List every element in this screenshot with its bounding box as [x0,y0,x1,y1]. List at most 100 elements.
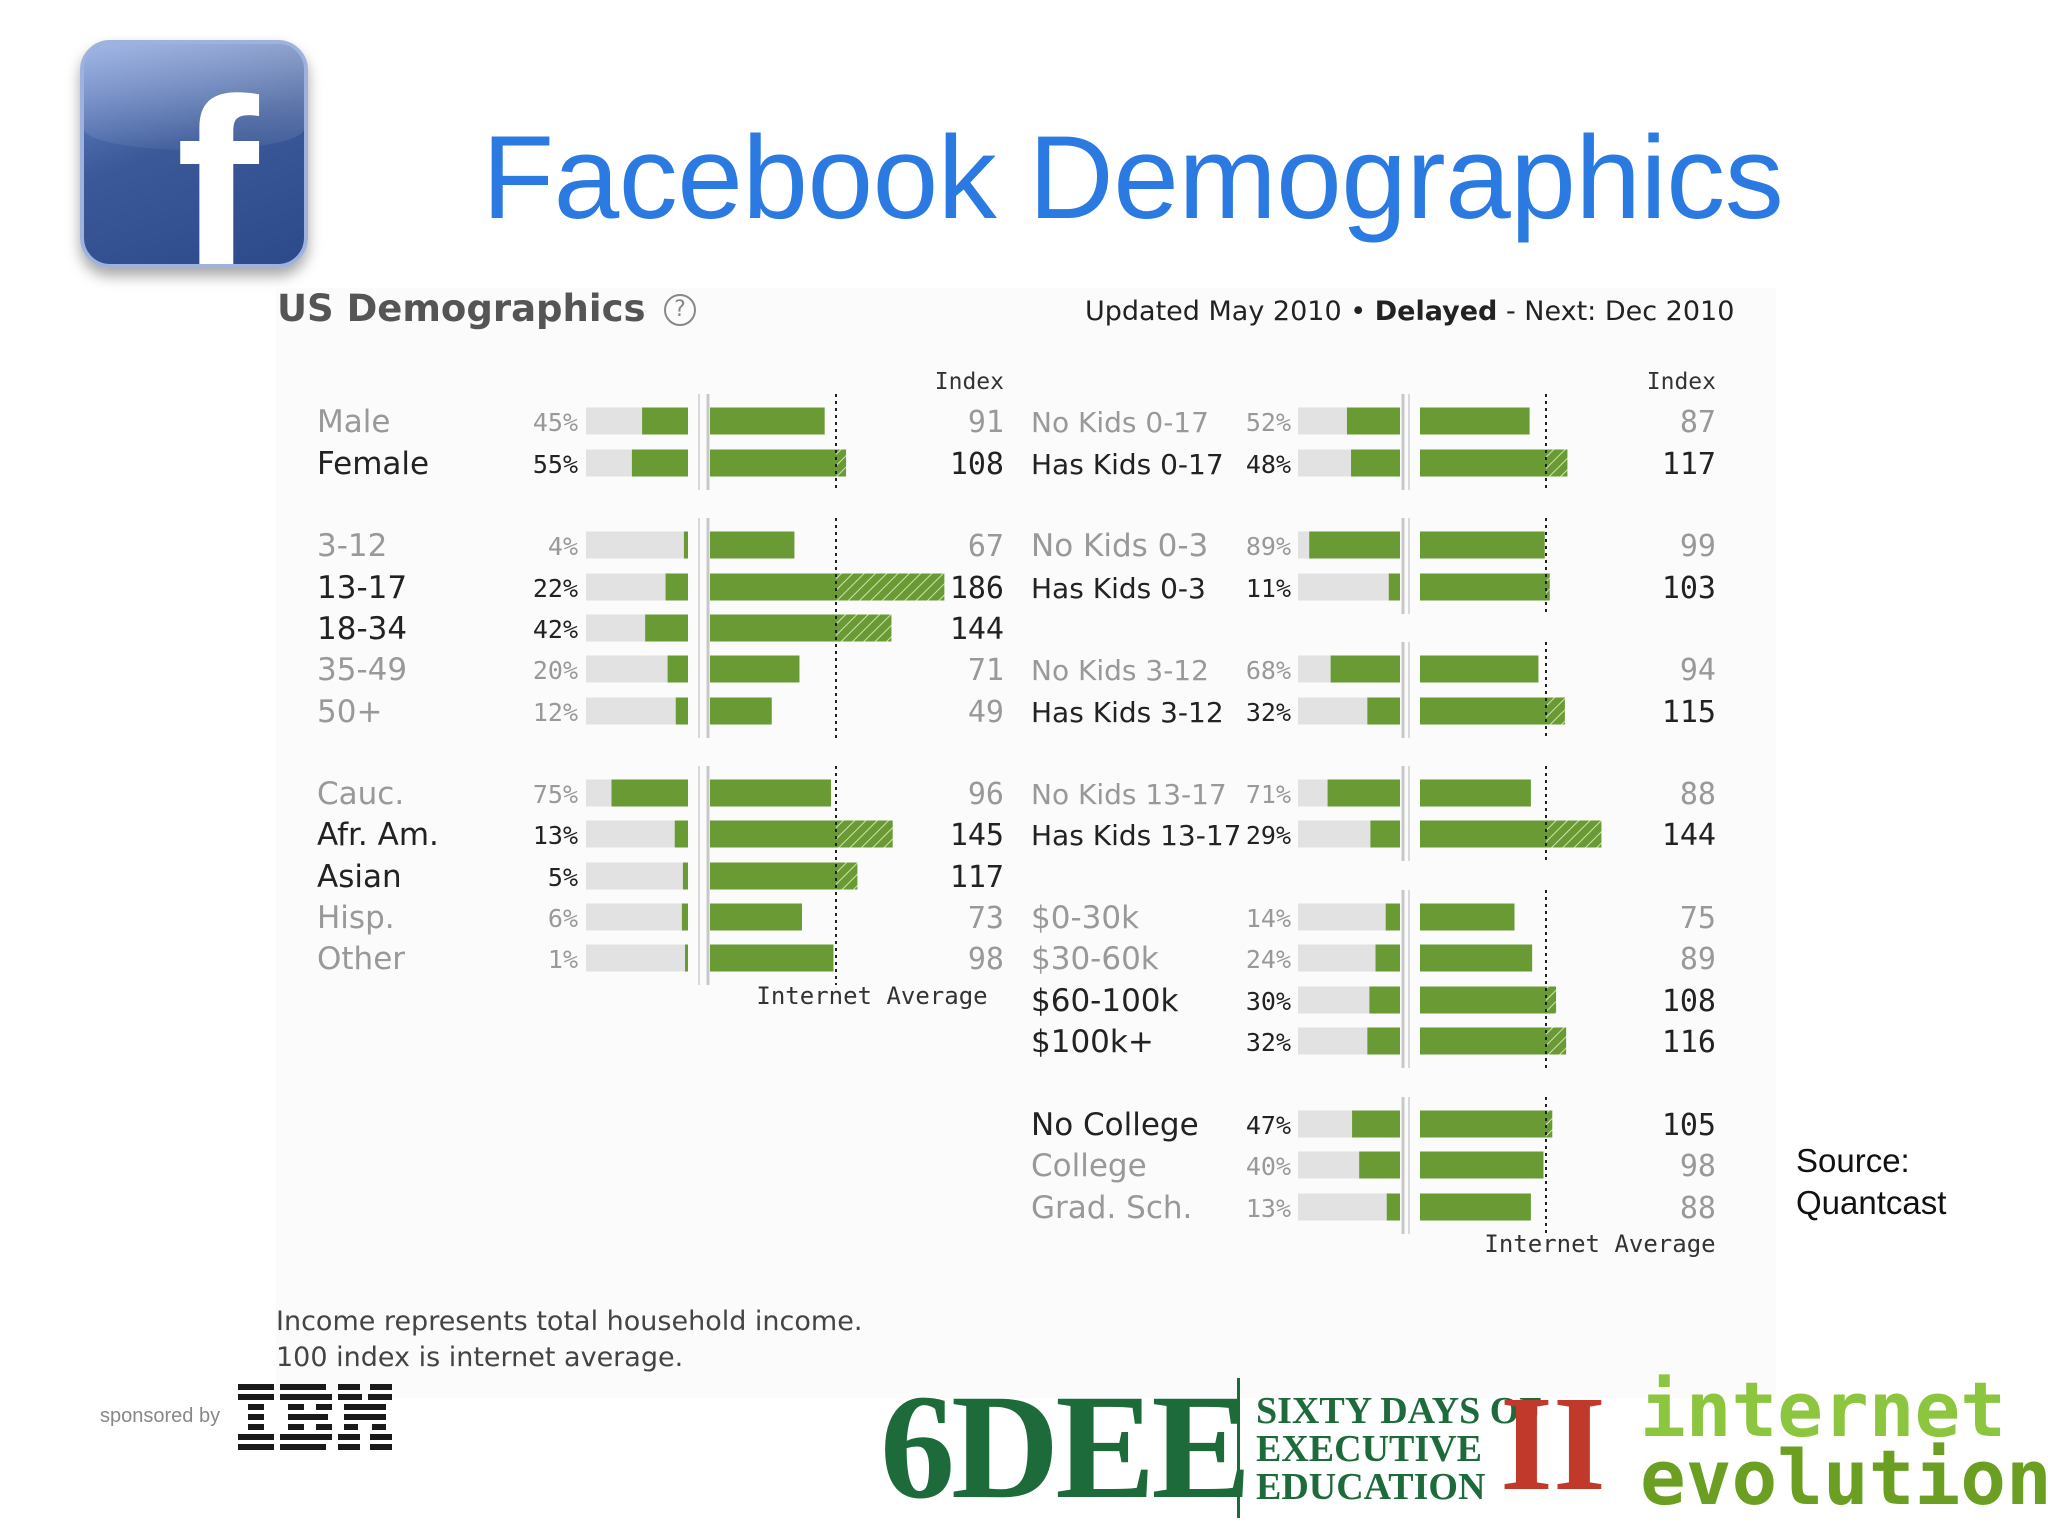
index-value: 117 [1662,447,1716,482]
row-label: Afr. Am. [317,817,439,853]
index-bar-over-average [836,820,893,848]
index-bar [710,655,800,683]
composition-bar [1367,697,1400,725]
row-label: $60-100k [1031,983,1179,1019]
sponsored-by-label: sponsored by [100,1405,221,1427]
pct-label: 55% [533,450,578,479]
composition-bar [1346,407,1400,435]
composition-bar [1375,944,1400,972]
sixdee-divider [1237,1378,1240,1518]
row-label: Has Kids 0-17 [1031,448,1224,481]
row-label: 50+ [317,694,382,730]
row-label: Female [317,446,429,482]
pct-label: 52% [1246,408,1291,437]
index-value: 87 [1680,405,1716,440]
internet-average-label: Internet Average [1484,1230,1715,1258]
composition-bar [1309,531,1400,559]
index-value: 94 [1680,653,1716,688]
index-bar [710,820,836,848]
row-label: Other [317,941,405,977]
source-note: Source: Quantcast [1796,1140,1946,1224]
index-value: 88 [1680,1191,1716,1226]
composition-bar [1351,449,1400,477]
facebook-logo-letter: f [176,47,259,268]
row-label: 35-49 [317,652,407,688]
internet-average-label: Internet Average [756,982,987,1010]
composition-track [586,697,688,725]
index-value: 73 [968,901,1004,936]
index-value: 91 [968,405,1004,440]
index-value: 89 [1680,942,1716,977]
row-label: Cauc. [317,776,404,812]
pct-label: 1% [548,945,578,974]
composition-bar [1388,573,1400,601]
index-value: 103 [1662,571,1716,606]
pct-label: 75% [533,780,578,809]
index-bar [1420,1110,1546,1138]
composition-bar [1330,655,1400,683]
index-value: 145 [950,818,1004,853]
index-bar [1420,449,1546,477]
sixdee-logo: 6DEE [880,1364,1251,1530]
composition-bar [1359,1151,1400,1179]
index-bar [1420,1027,1546,1055]
composition-bar [1385,903,1400,931]
pct-label: 48% [1246,450,1291,479]
row-label: $0-30k [1031,900,1139,936]
index-bar-over-average [1546,697,1565,725]
composition-track [586,820,688,848]
pct-label: 47% [1246,1111,1291,1140]
index-bar-over-average [1546,1110,1553,1138]
pct-label: 5% [548,863,578,892]
pct-label: 71% [1246,780,1291,809]
index-value: 71 [968,653,1004,688]
row-label: 13-17 [317,570,407,606]
index-bar-over-average [1546,1027,1567,1055]
index-bar [710,531,795,559]
footnote-index: 100 index is internet average. [276,1342,684,1373]
pct-label: 40% [1246,1152,1291,1181]
pct-label: 12% [533,698,578,727]
index-bar [710,697,772,725]
index-value: 105 [1662,1108,1716,1143]
index-bar [710,862,836,890]
row-label: Male [317,404,390,440]
index-bar [710,407,825,435]
row-label: No Kids 3-12 [1031,654,1209,687]
facebook-logo-icon: f [80,40,308,268]
row-label: 18-34 [317,611,407,647]
updated-status: Updated May 2010 • Delayed - Next: Dec 2… [1085,296,1734,327]
pct-label: 29% [1246,821,1291,850]
index-value: 108 [950,447,1004,482]
internet-evolution-line2: evolution [1640,1433,2048,1522]
index-bar-over-average [836,862,858,890]
composition-bar [681,903,688,931]
composition-bar [683,531,688,559]
pct-label: 22% [533,574,578,603]
index-bar [1420,1193,1531,1221]
composition-track [1298,903,1400,931]
index-bar-over-average [1546,986,1557,1014]
composition-bar [665,573,688,601]
index-bar [710,573,836,601]
row-label: College [1031,1148,1147,1184]
row-label: Has Kids 3-12 [1031,696,1224,729]
composition-track [586,944,688,972]
index-value: 67 [968,529,1004,564]
question-circle-icon[interactable]: ? [664,294,696,326]
index-bar-over-average [1546,449,1568,477]
composition-bar [1352,1110,1400,1138]
composition-bar [1369,986,1400,1014]
index-value: 186 [950,571,1004,606]
index-value: 144 [950,612,1004,647]
index-value: 98 [1680,1149,1716,1184]
pct-label: 42% [533,615,578,644]
footnote: Income represents total household income… [276,1304,862,1376]
pct-label: 11% [1246,574,1291,603]
sixdee-line3: EDUCATION [1256,1466,1486,1508]
index-bar-over-average [836,614,892,642]
index-bar-over-average [836,573,945,601]
pct-label: 45% [533,408,578,437]
sixdee-line2: EXECUTIVE [1256,1428,1482,1470]
